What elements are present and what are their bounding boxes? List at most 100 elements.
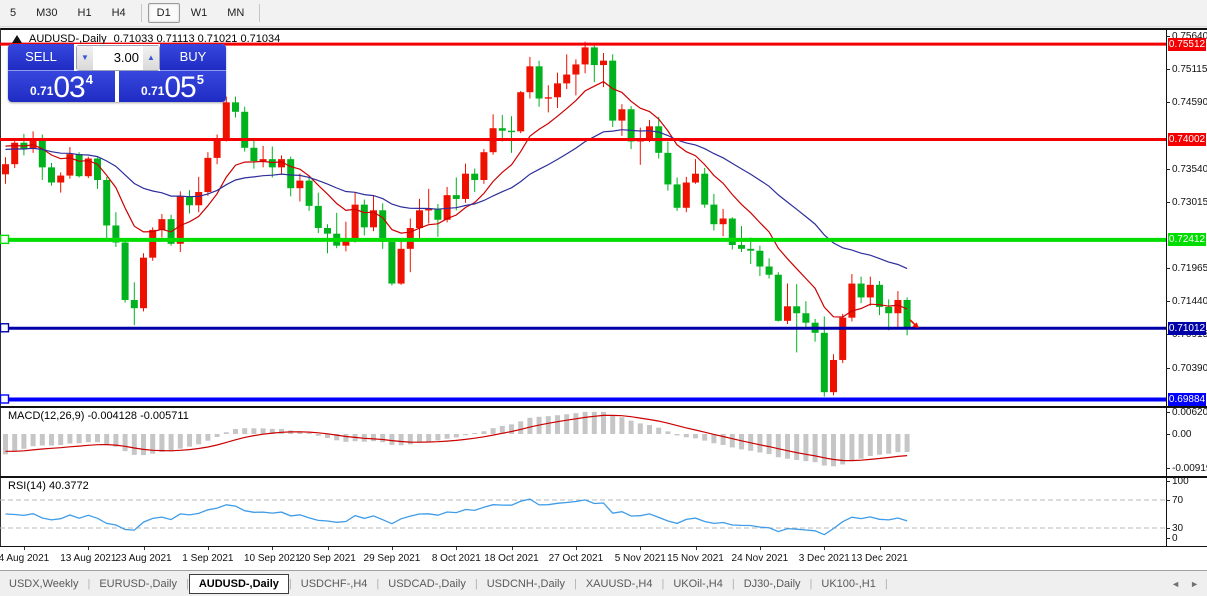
candle-up	[296, 180, 304, 189]
chart-ohlc-values: 0.71033 0.71113 0.71021 0.71034	[113, 33, 281, 45]
date-axis-label: 23 Aug 2021	[115, 553, 172, 564]
candle-down	[876, 284, 883, 307]
candle-up	[618, 109, 626, 121]
rsi-axis-label: 100	[1172, 476, 1189, 487]
tab-separator: |	[376, 577, 380, 590]
axis-tick-mark	[1166, 538, 1170, 539]
chart-tab-audusd-daily[interactable]: AUDUSD-,Daily	[188, 573, 289, 594]
price-axis-tick-label: 0.74590	[1172, 97, 1207, 109]
candle-down	[379, 210, 387, 242]
date-tick-mark	[879, 547, 881, 550]
timeframe-button-h1[interactable]: H1	[77, 7, 92, 19]
chart-tab-ukoil-h4[interactable]: UKOil-,H4	[673, 577, 723, 590]
timeframe-button-mn[interactable]: MN	[227, 7, 245, 19]
macd-bar	[665, 431, 671, 434]
candle-down	[388, 241, 396, 284]
buy-price-button[interactable]: 0.71 05 5	[119, 71, 226, 103]
timeframe-button-m30[interactable]: M30	[36, 7, 58, 19]
macd-bar	[886, 434, 892, 454]
macd-bar	[30, 434, 36, 447]
chart-tab-usdchf-h4[interactable]: USDCHF-,H4	[300, 577, 368, 590]
ma-fast-line[interactable]	[5, 80, 908, 318]
date-axis: 4 Aug 2021 13 Aug 2021 23 Aug 2021 1 Sep 20…	[0, 547, 1207, 570]
line-anchor-marker[interactable]	[0, 323, 10, 333]
buy-button[interactable]: BUY	[160, 44, 226, 71]
chart-tab-uk100-h1[interactable]: UK100-,H1	[821, 577, 876, 590]
macd-bar	[122, 434, 128, 452]
chart-tab-eurusd-daily[interactable]: EURUSD-,Daily	[99, 577, 177, 590]
sell-price-button[interactable]: 0.71 03 4	[8, 71, 115, 103]
chart-background[interactable]	[0, 30, 1207, 547]
volume-decrease-button[interactable]: ▼	[77, 46, 93, 70]
candle-down	[186, 196, 193, 206]
macd-bar	[325, 434, 330, 439]
chart-tab-xauusd-h4[interactable]: XAUUSD-,H4	[585, 577, 653, 590]
macd-panel-separator[interactable]	[0, 406, 1207, 408]
volume-input[interactable]: 3.00	[113, 50, 139, 65]
macd-bar	[463, 434, 468, 436]
collapse-panel-icon[interactable]	[12, 35, 22, 43]
axis-tick-mark	[1166, 334, 1170, 336]
timeframe-button-h4[interactable]: H4	[111, 7, 126, 19]
candle-up	[158, 219, 166, 230]
timeframe-button-w1[interactable]: W1	[190, 7, 208, 19]
macd-bar	[637, 423, 643, 434]
candle-up	[397, 248, 405, 284]
date-axis-label: 3 Dec 2021	[798, 553, 850, 564]
tab-scroll-right-icon[interactable]: ►	[1190, 578, 1199, 589]
rsi-axis-label: 70	[1172, 495, 1184, 506]
rsi-indicator-label: RSI(14) 40.3772	[8, 480, 89, 492]
chart-tab-dj30-daily[interactable]: DJ30-,Daily	[743, 577, 801, 590]
axis-tick-mark	[1166, 367, 1170, 369]
candle-up	[866, 284, 874, 298]
macd-axis-label: 0.006201	[1172, 407, 1207, 418]
candle-up	[140, 257, 147, 309]
volume-increase-button[interactable]: ▲	[143, 46, 159, 70]
candle-up	[351, 204, 359, 242]
macd-bar	[619, 417, 625, 434]
candle-down	[324, 227, 331, 234]
date-tick-mark	[640, 547, 642, 550]
rsi-chart-canvas[interactable]	[0, 477, 1166, 546]
candle-down	[360, 204, 368, 228]
price-chart-canvas[interactable]	[0, 30, 1166, 406]
chart-tab-usdcad-daily[interactable]: USDCAD-,Daily	[388, 577, 466, 590]
macd-bar	[3, 434, 8, 455]
chart-tab-usdcnh-daily[interactable]: USDCNH-,Daily	[486, 577, 565, 590]
macd-bar	[251, 428, 257, 434]
candle-up	[462, 173, 469, 199]
macd-bar	[582, 411, 588, 434]
timeframe-button-5[interactable]: 5	[10, 7, 17, 19]
macd-chart-canvas[interactable]	[0, 408, 1166, 476]
tab-scroll-left-icon[interactable]: ◄	[1171, 578, 1181, 589]
candle-down	[305, 180, 313, 206]
candle-down	[627, 109, 635, 142]
price-axis-separator	[1166, 30, 1167, 547]
ma-slow-line[interactable]	[5, 129, 908, 270]
macd-bar	[647, 425, 652, 434]
sell-button[interactable]: SELL	[8, 44, 74, 71]
price-axis-tick-label: 0.75640	[1172, 31, 1207, 42]
macd-bar	[794, 434, 800, 461]
date-axis-label: 5 Nov 2021	[614, 553, 666, 564]
timeframe-button-d1[interactable]: D1	[147, 3, 180, 23]
chart-top-border	[0, 28, 1207, 30]
macd-bar	[196, 434, 202, 445]
macd-bar	[499, 425, 505, 434]
macd-bar	[205, 434, 211, 441]
candle-up	[830, 359, 837, 393]
macd-bar	[85, 434, 91, 443]
candle-up	[719, 218, 727, 225]
line-anchor-marker[interactable]	[0, 394, 10, 404]
chart-tab-usdx-weekly[interactable]: USDX,Weekly	[9, 577, 79, 590]
axis-tick-mark	[1166, 468, 1170, 469]
tab-separator: |	[185, 577, 189, 590]
rsi-panel-separator[interactable]	[0, 476, 1207, 478]
candle-down	[802, 313, 810, 323]
candle-down	[268, 159, 276, 168]
tab-separator: |	[87, 577, 91, 590]
date-tick-mark	[695, 547, 697, 550]
candle-down	[103, 179, 111, 226]
line-anchor-marker[interactable]	[0, 234, 10, 245]
candle-up	[2, 164, 9, 175]
